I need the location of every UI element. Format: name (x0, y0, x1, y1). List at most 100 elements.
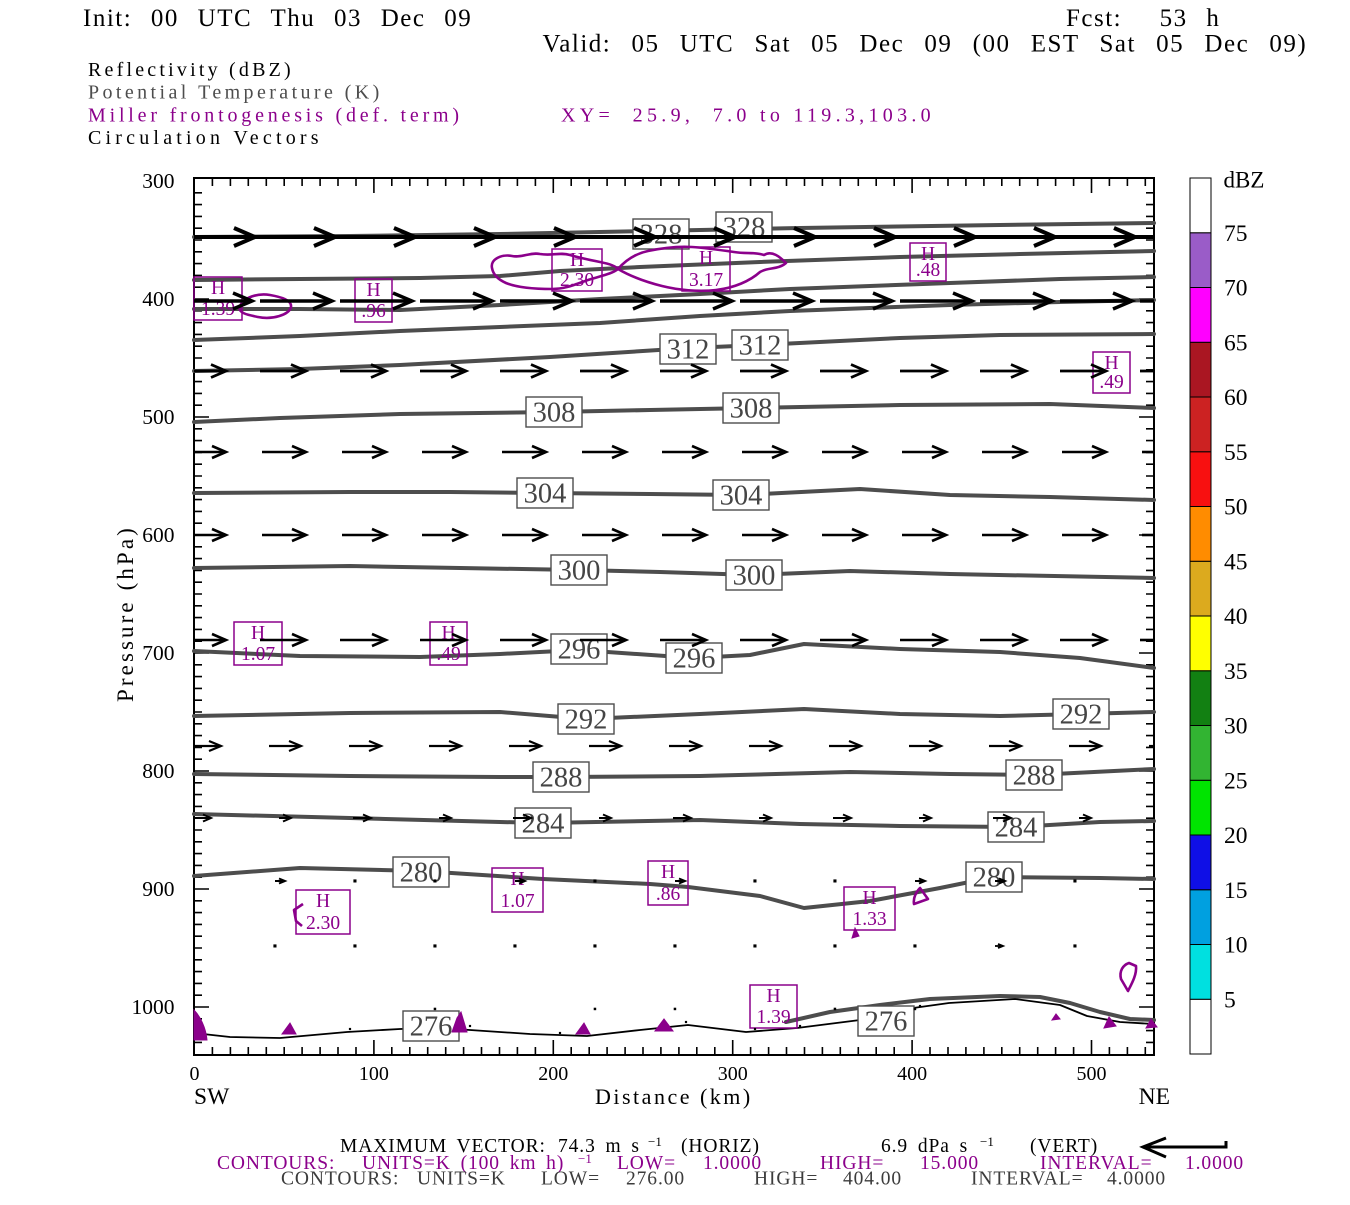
svg-text:−1: −1 (980, 1134, 994, 1149)
svg-text:UNITS=K: UNITS=K (417, 1169, 506, 1190)
svg-text:H: H (510, 869, 524, 890)
svg-text:(HORIZ): (HORIZ) (681, 1136, 760, 1157)
svg-text:6.9 dPa s: 6.9 dPa s (881, 1136, 968, 1157)
svg-text:INTERVAL=: INTERVAL= (971, 1169, 1084, 1190)
svg-text:H: H (1104, 353, 1118, 374)
svg-text:Reflectivity (dBZ): Reflectivity (dBZ) (88, 59, 294, 81)
svg-text:74.3 m s: 74.3 m s (558, 1136, 640, 1157)
svg-text:288: 288 (540, 763, 583, 794)
svg-text:Pressure (hPa): Pressure (hPa) (113, 525, 138, 702)
svg-text:Miller frontogenesis (def. ter: Miller frontogenesis (def. term) (88, 105, 463, 127)
svg-text:35: 35 (1224, 659, 1248, 685)
svg-text:1.07: 1.07 (241, 644, 275, 665)
svg-text:HIGH=: HIGH= (754, 1169, 818, 1190)
svg-text:Fcst: 53 h: Fcst: 53 h (1066, 5, 1220, 32)
svg-text:312: 312 (739, 331, 782, 362)
svg-text:280: 280 (400, 858, 443, 889)
svg-text:296: 296 (673, 644, 716, 675)
svg-text:Circulation Vectors: Circulation Vectors (88, 127, 323, 149)
svg-text:H: H (366, 280, 380, 301)
svg-text:XY= 25.9, 7.0 to 119.3,103.0: XY= 25.9, 7.0 to 119.3,103.0 (561, 105, 935, 127)
svg-text:2.30: 2.30 (306, 913, 340, 934)
svg-text:H: H (766, 986, 780, 1007)
svg-text:1.33: 1.33 (852, 909, 886, 930)
svg-text:1.0000: 1.0000 (703, 1153, 762, 1174)
svg-text:500: 500 (142, 405, 174, 429)
svg-text:H: H (862, 888, 876, 909)
svg-text:−1: −1 (578, 1151, 592, 1166)
svg-text:20: 20 (1224, 823, 1248, 849)
svg-text:75: 75 (1224, 221, 1248, 247)
svg-text:55: 55 (1224, 440, 1248, 466)
svg-text:.86: .86 (656, 884, 681, 905)
svg-text:50: 50 (1224, 495, 1248, 521)
svg-text:SW: SW (194, 1084, 230, 1110)
svg-text:500: 500 (1077, 1063, 1107, 1085)
svg-text:Valid: 05 UTC Sat 05 Dec 09 (0: Valid: 05 UTC Sat 05 Dec 09 (00 EST Sat … (543, 31, 1308, 58)
svg-text:276.00: 276.00 (626, 1169, 685, 1190)
svg-text:.49: .49 (436, 644, 460, 665)
svg-text:4.0000: 4.0000 (1107, 1169, 1166, 1190)
svg-text:404.00: 404.00 (843, 1169, 902, 1190)
svg-text:10: 10 (1224, 933, 1248, 959)
svg-text:Init: 00 UTC Thu 03 Dec 09: Init: 00 UTC Thu 03 Dec 09 (83, 5, 472, 32)
svg-text:100: 100 (359, 1063, 389, 1085)
svg-text:292: 292 (1060, 700, 1103, 731)
svg-text:0: 0 (190, 1063, 200, 1085)
svg-text:H: H (921, 244, 935, 265)
svg-text:Potential Temperature (K): Potential Temperature (K) (88, 82, 383, 104)
svg-text:dBZ: dBZ (1224, 168, 1265, 193)
svg-text:300: 300 (558, 556, 601, 587)
svg-text:LOW=: LOW= (541, 1169, 600, 1190)
svg-text:700: 700 (142, 641, 174, 665)
svg-text:1.39: 1.39 (201, 299, 235, 320)
svg-text:Distance (km): Distance (km) (595, 1084, 753, 1109)
svg-text:300: 300 (718, 1063, 748, 1085)
svg-text:308: 308 (533, 398, 576, 429)
svg-text:LOW=: LOW= (617, 1153, 676, 1174)
svg-text:H: H (661, 862, 675, 883)
svg-text:.49: .49 (1099, 372, 1123, 393)
svg-text:280: 280 (973, 863, 1016, 894)
svg-text:15: 15 (1224, 878, 1248, 904)
svg-text:1.0000: 1.0000 (1185, 1153, 1244, 1174)
svg-text:CONTOURS:: CONTOURS: (217, 1153, 335, 1174)
svg-text:60: 60 (1224, 385, 1248, 411)
svg-text:HIGH=: HIGH= (820, 1153, 884, 1174)
svg-text:H: H (316, 891, 330, 912)
svg-text:CONTOURS:: CONTOURS: (281, 1169, 399, 1190)
svg-text:600: 600 (142, 523, 174, 547)
svg-text:45: 45 (1224, 549, 1248, 575)
svg-text:304: 304 (524, 479, 567, 510)
svg-text:300: 300 (142, 169, 174, 193)
svg-text:65: 65 (1224, 330, 1248, 356)
svg-text:300: 300 (733, 561, 776, 592)
svg-text:288: 288 (1013, 761, 1056, 792)
svg-text:−1: −1 (648, 1134, 662, 1149)
svg-text:70: 70 (1224, 276, 1248, 302)
svg-text:MAXIMUM VECTOR:: MAXIMUM VECTOR: (340, 1136, 546, 1157)
svg-text:304: 304 (720, 481, 763, 512)
svg-text:5: 5 (1224, 987, 1236, 1013)
svg-text:40: 40 (1224, 604, 1248, 630)
svg-text:400: 400 (897, 1063, 927, 1085)
svg-text:1.07: 1.07 (500, 891, 534, 912)
svg-text:3.17: 3.17 (689, 270, 723, 291)
svg-text:15.000: 15.000 (920, 1153, 979, 1174)
svg-text:800: 800 (142, 759, 174, 783)
svg-text:276: 276 (410, 1012, 453, 1043)
svg-text:H: H (570, 250, 584, 271)
svg-text:2.30: 2.30 (560, 270, 594, 291)
svg-text:INTERVAL=: INTERVAL= (1040, 1153, 1153, 1174)
svg-text:.48: .48 (916, 260, 940, 281)
svg-text:.96: .96 (361, 301, 386, 322)
svg-text:312: 312 (667, 335, 710, 366)
svg-text:292: 292 (565, 705, 608, 736)
svg-text:1.39: 1.39 (756, 1007, 790, 1028)
svg-text:400: 400 (142, 287, 174, 311)
svg-text:200: 200 (538, 1063, 568, 1085)
svg-text:25: 25 (1224, 768, 1248, 794)
svg-text:NE: NE (1139, 1084, 1170, 1110)
svg-text:(VERT): (VERT) (1030, 1136, 1098, 1157)
svg-text:276: 276 (865, 1007, 908, 1038)
